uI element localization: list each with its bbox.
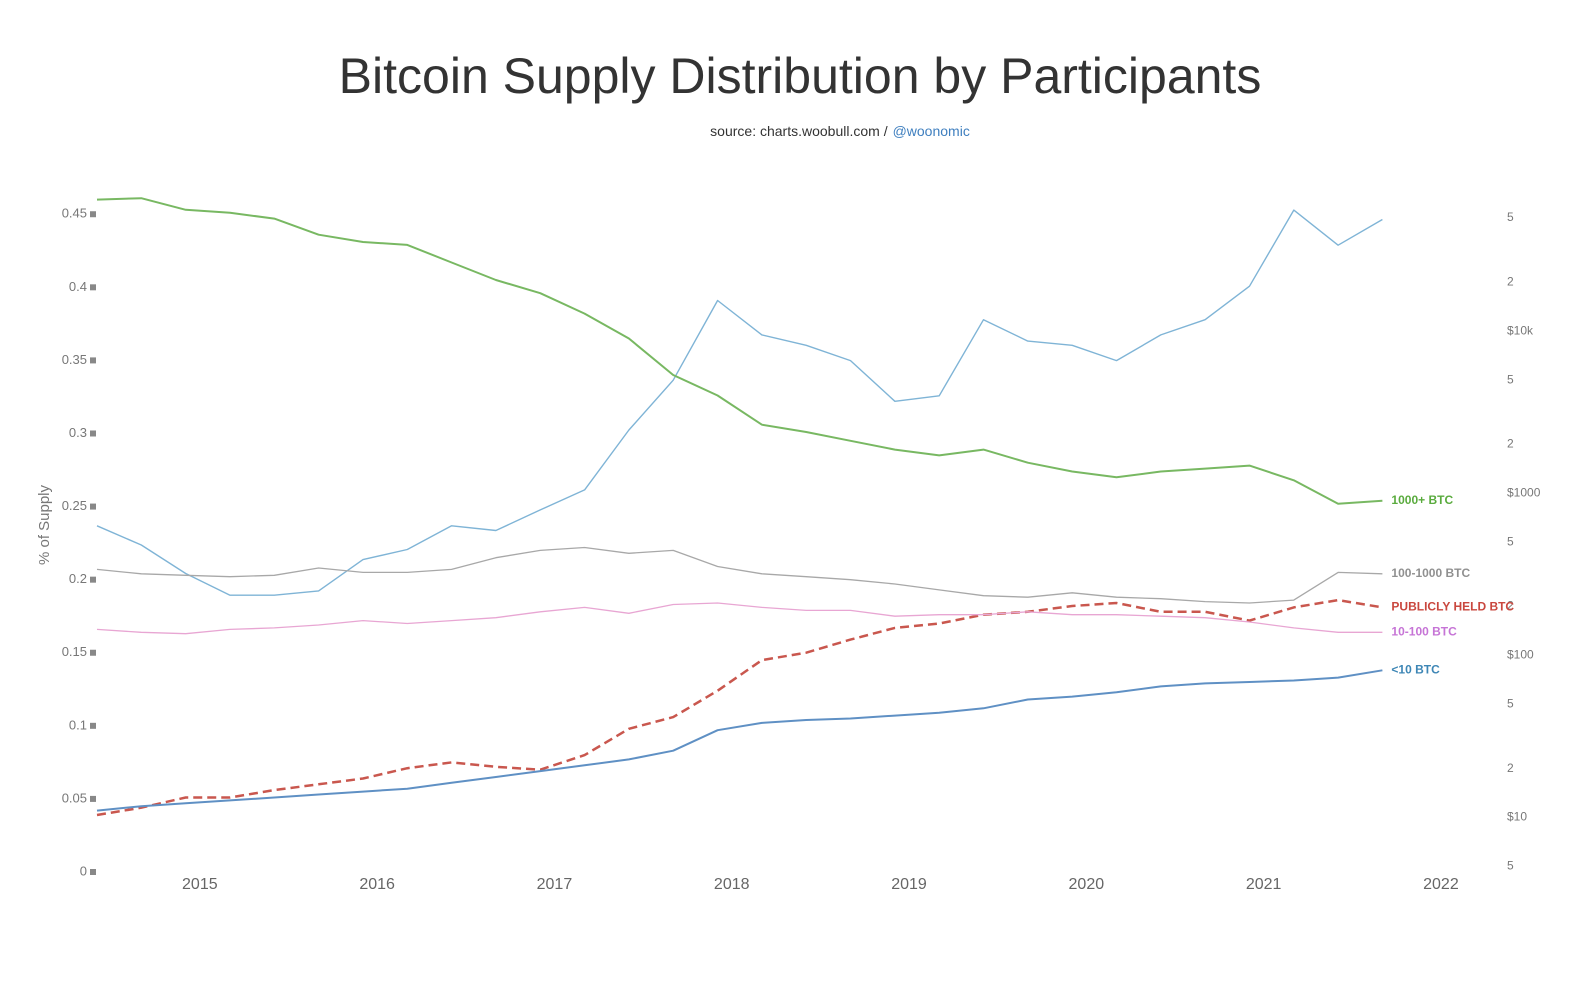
y2-tick-label: 5 (1507, 372, 1514, 386)
y2-tick-label: 2 (1507, 761, 1514, 775)
series-line (96, 197, 1383, 505)
y-tick-label: 0 (80, 863, 87, 878)
series-line (96, 546, 1383, 604)
series-line (96, 669, 1383, 812)
series-label: <10 BTC (1391, 662, 1440, 676)
y-tick-label: 0.05 (62, 790, 87, 805)
y-tick-label: 0.15 (62, 644, 87, 659)
y-tick-mark (90, 576, 96, 583)
y2-tick-label: 5 (1507, 696, 1514, 710)
y-tick-mark (90, 869, 96, 875)
y-tick-label: 0.4 (69, 279, 87, 294)
y2-tick-label: 5 (1507, 210, 1514, 224)
y-tick-label: 0.25 (62, 498, 87, 513)
x-tick-label: 2017 (537, 876, 573, 893)
y2-tick-label: 2 (1507, 275, 1514, 289)
x-tick-label: 2015 (182, 876, 218, 893)
x-tick-label: 2021 (1246, 876, 1282, 893)
y-tick-mark (90, 503, 96, 510)
y2-tick-label: $10k (1507, 323, 1534, 337)
y-tick-label: 0.35 (62, 352, 87, 367)
chart-title: Bitcoin Supply Distribution by Participa… (339, 48, 1262, 104)
y-tick-label: 0.2 (69, 571, 87, 586)
x-tick-label: 2019 (891, 876, 927, 893)
y-tick-label: 0.45 (62, 206, 87, 221)
y-tick-mark (90, 649, 96, 656)
y2-tick-label: $10 (1507, 810, 1527, 824)
y2-tick-label: 5 (1507, 534, 1514, 548)
series-label: 1000+ BTC (1391, 493, 1453, 507)
series-line (96, 602, 1383, 635)
subtitle-source: source: charts.woobull.com / (710, 123, 888, 139)
y-tick-mark (90, 211, 96, 218)
series-line (96, 209, 1383, 596)
x-tick-label: 2018 (714, 876, 750, 893)
y2-tick-label: $1000 (1507, 486, 1541, 500)
y-tick-mark (90, 357, 96, 364)
series-label: 100-1000 BTC (1391, 566, 1470, 580)
x-tick-label: 2020 (1069, 876, 1105, 893)
y-tick-mark (90, 284, 96, 291)
y-tick-label: 0.3 (69, 425, 87, 440)
y-tick-mark (90, 795, 96, 802)
subtitle-handle[interactable]: @woonomic (893, 123, 970, 139)
x-tick-label: 2022 (1423, 876, 1459, 893)
y2-tick-label: 2 (1507, 599, 1514, 613)
y-tick-mark (90, 430, 96, 437)
y-tick-mark (90, 722, 96, 729)
x-tick-label: 2016 (359, 876, 395, 893)
y2-tick-label: $100 (1507, 648, 1534, 662)
y2-tick-label: 2 (1507, 437, 1514, 451)
y-axis-label: % of Supply (36, 484, 53, 565)
chart-subtitle: source: charts.woobull.com / @woonomic (710, 123, 970, 139)
y-tick-label: 0.1 (69, 717, 87, 732)
series-label: PUBLICLY HELD BTC (1391, 600, 1514, 614)
y2-tick-label: 5 (1507, 858, 1514, 872)
series-label: 10-100 BTC (1391, 624, 1457, 638)
series-line (96, 598, 1383, 817)
